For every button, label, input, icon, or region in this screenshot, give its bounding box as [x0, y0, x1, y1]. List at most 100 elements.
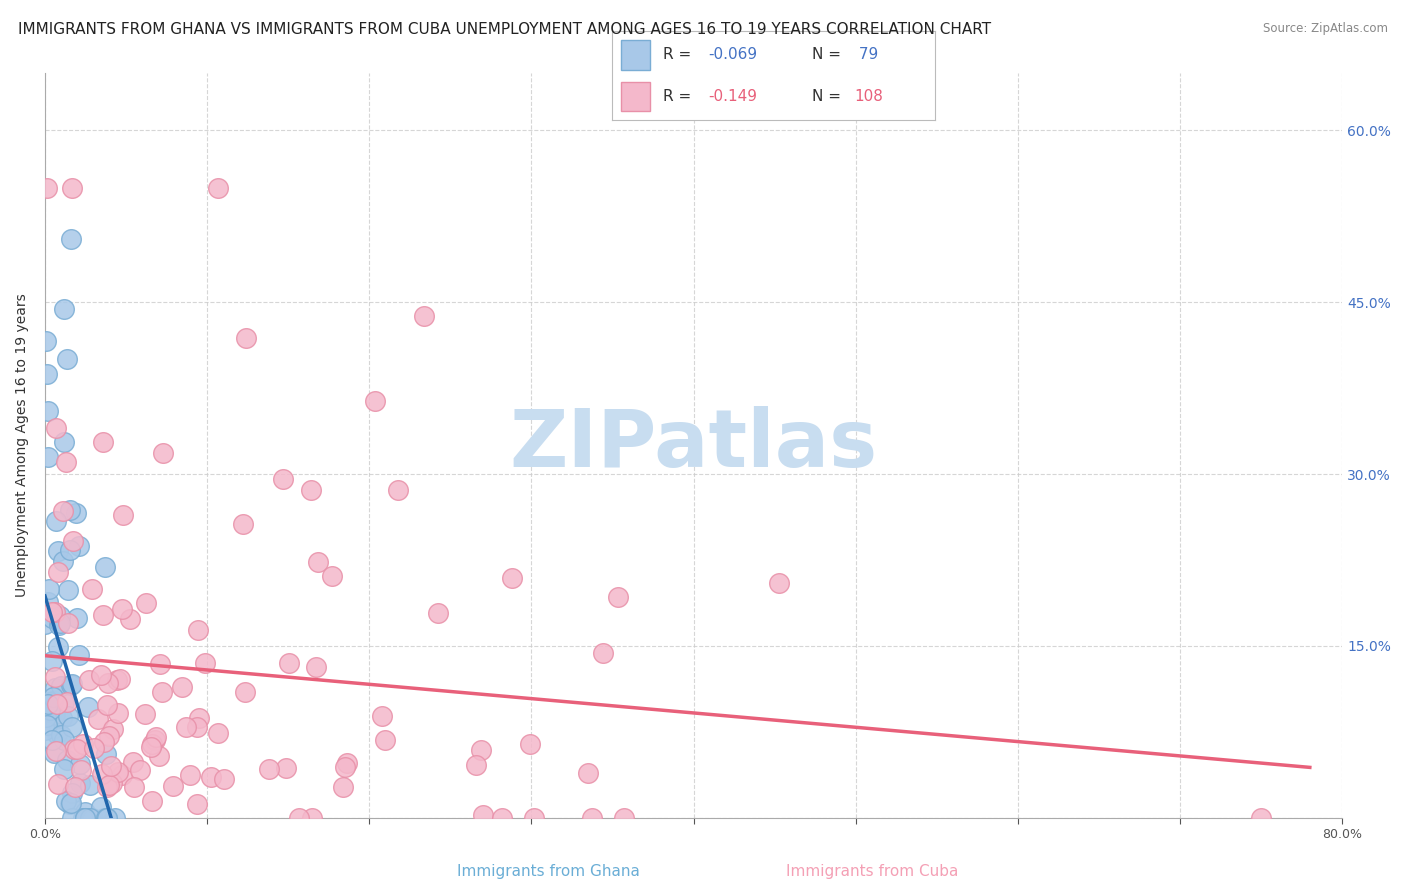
Point: [72, 737, 94, 751]
Point: [96, 811, 118, 825]
Point: [75, 811, 97, 825]
Point: [134, 707, 156, 722]
Point: [172, 681, 194, 695]
Point: [49, 727, 72, 741]
Point: [97, 676, 120, 690]
Point: [143, 732, 166, 747]
Text: -0.149: -0.149: [709, 89, 758, 104]
Point: [152, 446, 174, 460]
Point: [53, 694, 76, 708]
Point: [179, 768, 201, 782]
Point: [174, 721, 197, 735]
Point: [72, 811, 94, 825]
Point: [37, 180, 59, 194]
Point: [336, 756, 359, 770]
Point: [72, 811, 94, 825]
Point: [613, 811, 636, 825]
Point: [606, 590, 628, 604]
Point: [465, 757, 488, 772]
Point: [60, 180, 83, 194]
Point: [150, 684, 173, 698]
Point: [104, 811, 127, 825]
Point: [38, 695, 60, 709]
Point: [93, 811, 115, 825]
Point: [235, 331, 257, 345]
Point: [59, 502, 82, 516]
Point: [98, 729, 121, 743]
Point: [38, 582, 60, 597]
Point: [332, 780, 354, 794]
Point: [66, 611, 89, 625]
Text: IMMIGRANTS FROM GHANA VS IMMIGRANTS FROM CUBA UNEMPLOYMENT AMONG AGES 16 TO 19 Y: IMMIGRANTS FROM GHANA VS IMMIGRANTS FROM…: [18, 22, 991, 37]
Point: [194, 657, 217, 671]
Text: R =: R =: [664, 47, 696, 62]
Point: [207, 726, 229, 740]
Point: [94, 747, 117, 761]
Point: [212, 772, 235, 787]
Point: [52, 504, 75, 518]
Point: [83, 740, 105, 755]
Point: [768, 576, 790, 591]
Point: [37, 367, 59, 381]
Point: [49, 679, 72, 693]
Point: [186, 721, 208, 735]
Point: [67, 539, 90, 553]
Point: [413, 309, 436, 323]
Point: [60, 721, 83, 735]
Point: [186, 797, 208, 812]
Point: [34, 723, 56, 738]
Point: [301, 811, 323, 825]
Point: [70, 763, 93, 777]
Point: [139, 739, 162, 754]
Point: [96, 811, 118, 825]
Point: [45, 514, 67, 528]
Text: N =: N =: [813, 89, 846, 104]
Point: [145, 730, 167, 744]
Point: [48, 618, 70, 632]
Point: [257, 762, 280, 776]
Point: [46, 565, 69, 579]
Point: [42, 690, 65, 704]
Point: [491, 811, 513, 825]
Point: [56, 351, 79, 366]
Point: [122, 755, 145, 769]
Point: [59, 678, 82, 692]
Point: [278, 656, 301, 670]
Point: [93, 607, 115, 622]
Point: [307, 555, 329, 569]
Point: [44, 670, 66, 684]
Point: [87, 712, 110, 726]
Point: [60, 676, 83, 690]
Point: [321, 569, 343, 583]
Point: [111, 602, 134, 616]
Point: [37, 697, 59, 711]
Point: [65, 780, 87, 794]
Point: [52, 733, 75, 747]
Point: [576, 766, 599, 780]
Point: [46, 727, 69, 741]
Point: [52, 435, 75, 450]
Point: [52, 762, 75, 776]
Point: [98, 779, 121, 793]
Point: [56, 709, 79, 723]
Point: [274, 761, 297, 775]
Text: Immigrants from Ghana: Immigrants from Ghana: [457, 863, 640, 879]
Point: [233, 685, 256, 699]
Point: [79, 811, 101, 825]
Point: [58, 582, 80, 597]
Point: [304, 660, 326, 674]
Point: [35, 334, 58, 348]
Point: [96, 698, 118, 713]
Point: [45, 744, 67, 758]
Point: [200, 771, 222, 785]
Point: [44, 606, 66, 620]
Point: [80, 811, 103, 825]
Point: [149, 657, 172, 672]
Point: [75, 805, 97, 820]
Point: [59, 543, 82, 558]
Point: [232, 517, 254, 532]
Point: [55, 794, 77, 808]
Point: [41, 605, 63, 619]
Point: [35, 710, 58, 724]
Point: [46, 544, 69, 558]
